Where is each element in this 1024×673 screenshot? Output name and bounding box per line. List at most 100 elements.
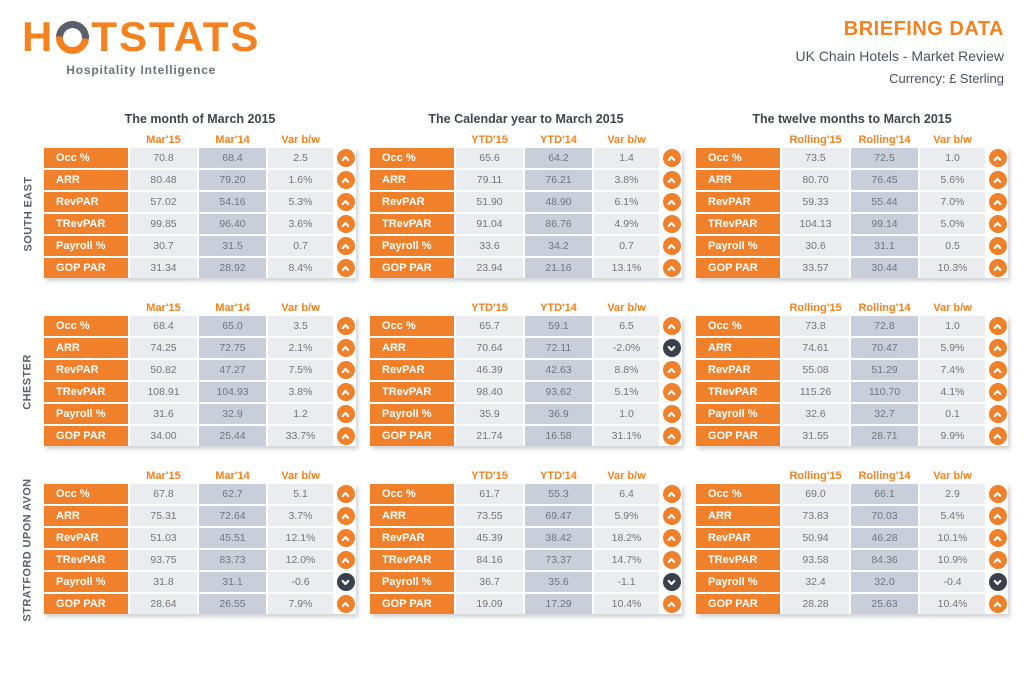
value-cell: 76.45 bbox=[851, 170, 918, 190]
value-cell: 79.20 bbox=[199, 170, 266, 190]
variance-cell: -0.6 bbox=[268, 572, 333, 592]
trend-up-icon bbox=[341, 433, 350, 439]
variance-cell: 0.7 bbox=[594, 236, 659, 256]
column-header-spacer bbox=[44, 300, 128, 316]
trend-cell bbox=[661, 316, 682, 336]
trend-up-badge bbox=[336, 427, 355, 445]
trend-cell bbox=[335, 316, 356, 336]
value-cell: 30.7 bbox=[130, 236, 197, 256]
value-cell: 50.94 bbox=[782, 528, 849, 548]
trend-down-icon bbox=[667, 579, 676, 585]
value-cell: 72.64 bbox=[199, 506, 266, 526]
trend-up-badge bbox=[336, 259, 355, 277]
value-cell: 31.6 bbox=[130, 404, 197, 424]
trend-cell bbox=[335, 360, 356, 380]
value-cell: 21.74 bbox=[456, 426, 523, 446]
value-cell: 93.58 bbox=[782, 550, 849, 570]
metric-label-arr: ARR bbox=[370, 170, 454, 190]
trend-up-icon bbox=[341, 265, 350, 271]
metric-label-trevpar: TRevPAR bbox=[370, 550, 454, 570]
logo-o-ring-icon bbox=[49, 14, 97, 61]
trend-up-icon bbox=[667, 557, 676, 563]
value-cell: 51.29 bbox=[851, 360, 918, 380]
variance-cell: 13.1% bbox=[594, 258, 659, 278]
metric-label-payroll-: Payroll % bbox=[370, 572, 454, 592]
column-header-var-b-w: Var b/w bbox=[933, 470, 972, 482]
variance-cell: 6.4 bbox=[594, 484, 659, 504]
column-header-ytd-15: YTD'15 bbox=[471, 134, 508, 146]
value-cell: 50.82 bbox=[130, 360, 197, 380]
trend-up-icon bbox=[667, 199, 676, 205]
trend-cell bbox=[661, 382, 682, 402]
value-cell: 99.14 bbox=[851, 214, 918, 234]
value-cell: 115.26 bbox=[782, 382, 849, 402]
trend-cell bbox=[987, 572, 1008, 592]
column-header-mar-15: Mar'15 bbox=[146, 470, 181, 482]
column-header-mar-15: Mar'15 bbox=[146, 134, 181, 146]
value-cell: 68.4 bbox=[130, 316, 197, 336]
variance-cell: 0.5 bbox=[920, 236, 985, 256]
column-header-spacer bbox=[44, 468, 128, 484]
trend-cell bbox=[987, 236, 1008, 256]
variance-cell: 6.5 bbox=[594, 316, 659, 336]
column-header-ytd-15: YTD'15 bbox=[471, 470, 508, 482]
variance-cell: 1.6% bbox=[268, 170, 333, 190]
table-body: Occ % 70.8 68.4 2.5 ARR 80.48 79.20 1.6% RevPAR 5… bbox=[44, 148, 356, 278]
value-cell: 59.33 bbox=[782, 192, 849, 212]
column-header-trend-spacer bbox=[335, 300, 356, 316]
trend-cell bbox=[661, 484, 682, 504]
table-column-headers: Mar'15 Mar'14 Var b/w bbox=[44, 132, 356, 148]
period-titles-row: The month of March 2015 The Calendar yea… bbox=[16, 112, 1008, 126]
value-cell: 45.39 bbox=[456, 528, 523, 548]
value-cell: 42.63 bbox=[525, 360, 592, 380]
value-cell: 31.34 bbox=[130, 258, 197, 278]
value-cell: 110.70 bbox=[851, 382, 918, 402]
trend-up-badge bbox=[336, 507, 355, 525]
metric-label-gop-par: GOP PAR bbox=[44, 426, 128, 446]
column-header-trend-spacer bbox=[987, 132, 1008, 148]
metric-label-revpar: RevPAR bbox=[696, 360, 780, 380]
value-cell: 30.6 bbox=[782, 236, 849, 256]
page-header: H TSTATS Hospitality Intelligence BRIEFIN… bbox=[16, 10, 1008, 98]
column-header-rolling-14: Rolling'14 bbox=[858, 470, 911, 482]
metric-label-revpar: RevPAR bbox=[370, 360, 454, 380]
value-cell: 76.21 bbox=[525, 170, 592, 190]
column-header-rolling-15: Rolling'15 bbox=[789, 134, 842, 146]
value-cell: 34.2 bbox=[525, 236, 592, 256]
trend-up-badge bbox=[988, 361, 1007, 379]
trend-down-badge bbox=[662, 573, 681, 591]
trend-up-icon bbox=[341, 367, 350, 373]
column-header-trend-spacer bbox=[987, 300, 1008, 316]
value-cell: 31.1 bbox=[199, 572, 266, 592]
value-cell: 61.7 bbox=[456, 484, 523, 504]
trend-up-badge bbox=[988, 507, 1007, 525]
metric-label-arr: ARR bbox=[44, 170, 128, 190]
trend-cell bbox=[987, 338, 1008, 358]
metric-label-arr: ARR bbox=[696, 506, 780, 526]
trend-up-badge bbox=[662, 507, 681, 525]
trend-up-badge bbox=[336, 317, 355, 335]
value-cell: 69.47 bbox=[525, 506, 592, 526]
trend-up-badge bbox=[662, 317, 681, 335]
metric-label-gop-par: GOP PAR bbox=[696, 258, 780, 278]
value-cell: 72.75 bbox=[199, 338, 266, 358]
value-cell: 28.71 bbox=[851, 426, 918, 446]
value-cell: 31.5 bbox=[199, 236, 266, 256]
trend-up-icon bbox=[993, 345, 1002, 351]
metric-label-trevpar: TRevPAR bbox=[696, 550, 780, 570]
value-cell: 48.90 bbox=[525, 192, 592, 212]
value-cell: 86.76 bbox=[525, 214, 592, 234]
value-cell: 45.51 bbox=[199, 528, 266, 548]
region-group-south-east: SOUTH EAST Mar'15 Mar'14 Var b/w Occ % 70.8 68… bbox=[16, 132, 1008, 278]
trend-cell bbox=[661, 594, 682, 614]
column-header-spacer bbox=[696, 468, 780, 484]
trend-up-badge bbox=[336, 485, 355, 503]
data-table-stratford-upon-avon-period-3: Rolling'15 Rolling'14 Var b/w Occ % 69.0 66.1… bbox=[696, 468, 1008, 614]
value-cell: 31.1 bbox=[851, 236, 918, 256]
trend-up-icon bbox=[667, 433, 676, 439]
trend-cell bbox=[661, 258, 682, 278]
report-header-block: BRIEFING DATA UK Chain Hotels - Market R… bbox=[795, 14, 1004, 86]
value-cell: 96.40 bbox=[199, 214, 266, 234]
variance-cell: 5.6% bbox=[920, 170, 985, 190]
metric-label-trevpar: TRevPAR bbox=[696, 382, 780, 402]
